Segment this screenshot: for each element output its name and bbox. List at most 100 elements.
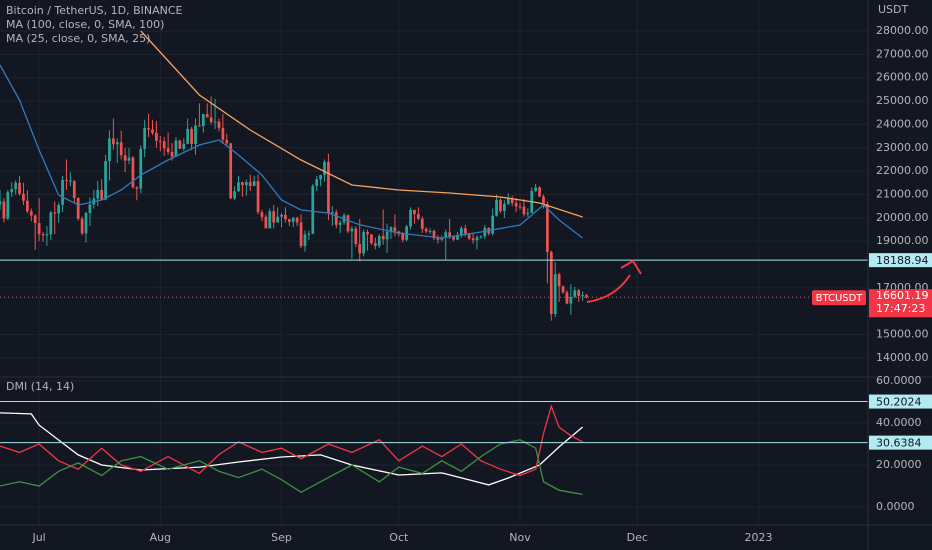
candle-body [84, 212, 88, 234]
candle-body [381, 236, 385, 240]
candle-body [88, 204, 92, 213]
candle-body [291, 217, 295, 222]
candle-body [248, 182, 252, 186]
candle-body [96, 190, 100, 199]
candle-body [546, 204, 549, 252]
drawn-arrow-head [620, 259, 642, 275]
last-price-text: 16601.19 [876, 289, 929, 302]
candle-body [416, 214, 420, 219]
candle-body [139, 148, 143, 189]
candle-body [471, 238, 475, 241]
candle-body [147, 128, 150, 130]
x-tick-label: Nov [509, 531, 531, 544]
candle-body [182, 143, 186, 149]
indicator-line [0, 404, 583, 477]
y-tick-label: 20000.00 [876, 211, 929, 224]
candle-body [319, 175, 322, 180]
marks [0, 30, 868, 496]
candle-body [284, 214, 287, 220]
candle-body [452, 236, 455, 240]
candle-body [538, 187, 541, 197]
candle-body [405, 226, 408, 240]
candle-body [100, 190, 104, 200]
dmi-legend: DMI (14, 14) [6, 380, 74, 393]
candle-body [260, 212, 264, 217]
axis: 14000.0015000.0017000.0019000.0020000.00… [31, 24, 932, 544]
candle-body [303, 234, 307, 247]
candle-body [354, 228, 358, 245]
drawn-arrow [586, 274, 631, 303]
candle-body [479, 236, 483, 238]
candle-body [162, 141, 166, 149]
candle-body [549, 251, 553, 315]
candle-body [135, 187, 139, 189]
candle-body [542, 196, 545, 205]
candle-body [209, 117, 213, 123]
candle-body [389, 227, 393, 232]
candle-body [198, 125, 201, 127]
candle-body [518, 206, 522, 208]
candle-body [115, 142, 119, 145]
x-tick-label: Aug [150, 531, 171, 544]
candle-body [22, 193, 25, 201]
candle-body [49, 212, 53, 235]
candle-body [233, 191, 236, 199]
candle-body [26, 200, 29, 212]
candle-body [299, 222, 303, 247]
y-tick-label: 24000.00 [876, 117, 929, 130]
candle-body [346, 215, 350, 232]
hline-badge [869, 435, 932, 450]
candle-body [561, 286, 565, 293]
candle-body [166, 148, 170, 152]
candle-body [444, 232, 448, 238]
candle-body [41, 234, 45, 236]
candle-body [174, 140, 178, 157]
candle-body [467, 233, 471, 239]
candle-body [119, 142, 123, 156]
candle-body [33, 215, 37, 223]
candle-body [29, 211, 33, 216]
candle-body [460, 228, 463, 235]
candle-body [213, 121, 217, 123]
candle-body [522, 206, 526, 215]
candle-body [178, 140, 182, 149]
y-tick-label: 23000.00 [876, 141, 929, 154]
y-tick-label: 20.0000 [876, 458, 922, 471]
candle-body [401, 233, 405, 240]
candle-body [350, 228, 354, 232]
candle-body [483, 227, 487, 237]
hline-badge [869, 253, 932, 268]
candle-body [585, 295, 588, 298]
candle-body [573, 290, 577, 297]
candle-body [37, 222, 41, 235]
candle-body [327, 161, 330, 214]
candle-body [307, 233, 311, 235]
candle-body [495, 199, 498, 216]
candle-body [413, 209, 416, 215]
candle-body [534, 187, 538, 191]
candle-body [510, 198, 514, 204]
candle-body [190, 128, 193, 145]
y-tick-label: 27000.00 [876, 47, 929, 60]
y-tick-label: 28000.00 [876, 24, 929, 37]
candle-body [205, 114, 209, 118]
candle-body [311, 186, 315, 234]
candle-body [256, 181, 260, 213]
candle-body [186, 128, 190, 144]
candle-body [315, 179, 319, 187]
candle-body [170, 151, 174, 157]
candle-body [428, 230, 432, 232]
candle-body [194, 125, 197, 145]
candle-body [76, 197, 80, 219]
last-price-badge [869, 289, 932, 318]
candle-body [373, 243, 377, 246]
candle-body [252, 181, 256, 186]
y-tick-label: 40.0000 [876, 416, 922, 429]
candle-body [217, 121, 221, 128]
candle-body [577, 290, 581, 296]
candle-body [557, 274, 561, 287]
candle-body [330, 212, 334, 214]
hline-badge [869, 394, 932, 409]
